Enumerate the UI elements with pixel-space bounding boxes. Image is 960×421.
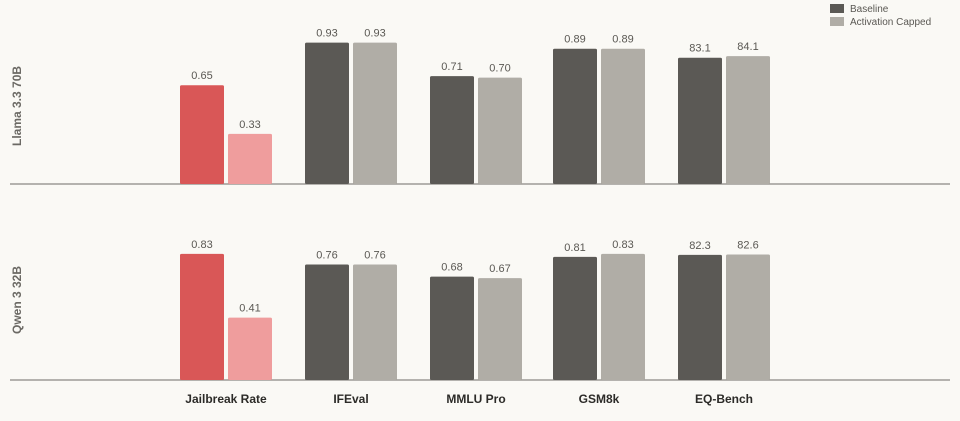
bar-value-label: 83.1: [689, 43, 710, 55]
bar-activation-capped: [228, 133, 272, 184]
category-label: EQ-Bench: [695, 392, 753, 406]
bar-value-label: 84.1: [737, 41, 758, 53]
panel-label: Llama 3.3 70B: [10, 66, 24, 146]
bar-value-label: 0.65: [191, 70, 212, 82]
bar-baseline: [305, 42, 349, 184]
bar-activation-capped: [726, 56, 770, 184]
bar-value-label: 0.89: [612, 34, 633, 46]
bar-baseline: [553, 256, 597, 380]
bar-baseline: [180, 253, 224, 380]
bar-baseline: [430, 76, 474, 184]
bar-value-label: 0.93: [316, 28, 337, 40]
bar-baseline: [678, 254, 722, 380]
bar-baseline: [180, 85, 224, 184]
bar-activation-capped: [601, 48, 645, 184]
bar-activation-capped: [353, 42, 397, 184]
bar-value-label: 0.83: [191, 239, 212, 251]
bar-value-label: 0.81: [564, 242, 585, 254]
bar-baseline: [430, 276, 474, 380]
bar-activation-capped: [228, 317, 272, 380]
panel-label: Qwen 3 32B: [10, 266, 24, 334]
bar-value-label: 0.76: [364, 249, 385, 261]
bar-value-label: 0.67: [489, 263, 510, 275]
bar-value-label: 82.6: [737, 239, 758, 251]
bar-value-label: 0.89: [564, 34, 585, 46]
bar-value-label: 0.68: [441, 262, 462, 274]
legend-label: Baseline: [850, 4, 889, 15]
bar-value-label: 0.70: [489, 63, 510, 75]
bar-baseline: [553, 48, 597, 184]
legend-swatch: [830, 4, 844, 13]
category-label: MMLU Pro: [446, 392, 505, 406]
bar-value-label: 0.41: [239, 303, 260, 315]
bar-activation-capped: [478, 77, 522, 184]
bar-activation-capped: [353, 264, 397, 380]
category-label: IFEval: [333, 392, 368, 406]
category-label: GSM8k: [579, 392, 620, 406]
bar-activation-capped: [601, 253, 645, 380]
bar-value-label: 0.93: [364, 28, 385, 40]
bar-baseline: [305, 264, 349, 380]
bar-value-label: 0.76: [316, 249, 337, 261]
category-label: Jailbreak Rate: [185, 392, 267, 406]
bar-value-label: 0.83: [612, 239, 633, 251]
bar-activation-capped: [478, 278, 522, 380]
bar-baseline: [678, 57, 722, 184]
legend-swatch: [830, 17, 844, 26]
bar-activation-capped: [726, 254, 770, 380]
bar-value-label: 0.33: [239, 119, 260, 131]
bar-value-label: 0.71: [441, 61, 462, 73]
bar-value-label: 82.3: [689, 240, 710, 252]
legend-label: Activation Capped: [850, 17, 931, 28]
